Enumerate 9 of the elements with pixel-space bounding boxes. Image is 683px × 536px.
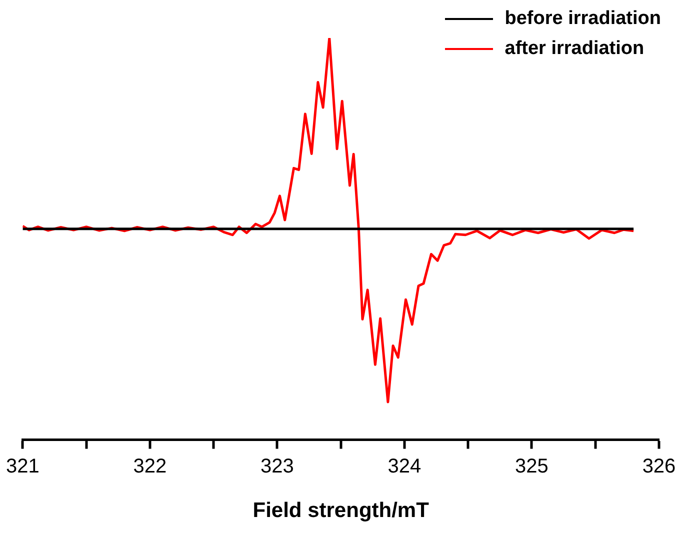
x-tick-label: 325 xyxy=(515,455,548,478)
x-tick-label: 323 xyxy=(260,455,294,478)
x-tick-label: 324 xyxy=(388,455,422,478)
legend-label: before irradiation xyxy=(504,8,661,30)
x-tick-label: 326 xyxy=(642,455,676,478)
x-tick-label: 321 xyxy=(6,455,40,478)
x-tick-label: 322 xyxy=(133,455,167,478)
x-axis-title: Field strength/mT xyxy=(252,499,430,522)
legend-label: after irradiation xyxy=(504,38,644,60)
